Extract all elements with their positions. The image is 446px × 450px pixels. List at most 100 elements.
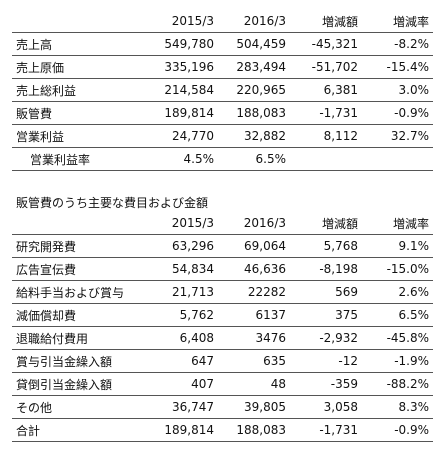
cell: -0.9% xyxy=(362,101,433,125)
cell: 214,584 xyxy=(146,78,218,102)
cell: -51,702 xyxy=(290,55,362,79)
table-header-row: 2015/3 2016/3 増減額 増減率 xyxy=(12,212,433,235)
cell: 9.1% xyxy=(362,234,434,258)
row-label: 退職給付費用 xyxy=(12,326,146,350)
cell: 188,083 xyxy=(218,418,290,442)
cell xyxy=(362,147,433,171)
row-label: 減価償却費 xyxy=(12,303,146,327)
header-cell: 2016/3 xyxy=(243,14,286,28)
cell: -1.9% xyxy=(362,349,434,373)
cell: 39,805 xyxy=(218,395,290,419)
cell: 220,965 xyxy=(218,78,290,102)
cell: 647 xyxy=(146,349,218,373)
cell: 54,834 xyxy=(146,257,218,281)
cell: 22282 xyxy=(218,280,290,304)
cell: 3,058 xyxy=(290,395,362,419)
cell: -12 xyxy=(290,349,362,373)
row-label: 広告宣伝費 xyxy=(12,257,146,281)
cell: 32,882 xyxy=(218,124,290,148)
row-label: 売上原価 xyxy=(12,55,146,79)
cell: 6,408 xyxy=(146,326,218,350)
cell: 36,747 xyxy=(146,395,218,419)
table-row: 貸倒引当金繰入額 407 48 -359 -88.2% xyxy=(12,372,434,396)
cell: 283,494 xyxy=(218,55,290,79)
header-cell xyxy=(12,212,146,235)
cell: -359 xyxy=(290,372,362,396)
header-cell: 増減率 xyxy=(393,216,430,231)
cell: 375 xyxy=(290,303,362,327)
cell: 189,814 xyxy=(146,418,218,442)
row-label: 営業利益 xyxy=(12,124,146,148)
cell: 8,112 xyxy=(290,124,362,148)
table-row: 販管費 189,814 188,083 -1,731 -0.9% xyxy=(12,101,433,125)
row-label: 研究開発費 xyxy=(12,234,146,258)
cell: -15.0% xyxy=(362,257,434,281)
cell: -2,932 xyxy=(290,326,362,350)
table-row: 賞与引当金繰入額 647 635 -12 -1.9% xyxy=(12,349,434,373)
cell: 21,713 xyxy=(146,280,218,304)
table-row: 退職給付費用 6,408 3476 -2,932 -45.8% xyxy=(12,326,434,350)
cell: -88.2% xyxy=(362,372,434,396)
cell: 8.3% xyxy=(362,395,434,419)
cell: 3476 xyxy=(218,326,290,350)
table-caption: 販管費のうち主要な費目および金額 xyxy=(16,195,209,210)
table-row: 広告宣伝費 54,834 46,636 -8,198 -15.0% xyxy=(12,257,434,281)
cell: 407 xyxy=(146,372,218,396)
cell: 5,768 xyxy=(290,234,362,258)
table-row: 営業利益率 4.5% 6.5% xyxy=(12,147,433,171)
cell: 63,296 xyxy=(146,234,218,258)
cell: 32.7% xyxy=(362,124,433,148)
table-row: 売上総利益 214,584 220,965 6,381 3.0% xyxy=(12,78,433,102)
cell: 188,083 xyxy=(218,101,290,125)
cell: -8,198 xyxy=(290,257,362,281)
table-row: 減価償却費 5,762 6137 375 6.5% xyxy=(12,303,434,327)
header-cell: 2015/3 xyxy=(171,216,214,230)
row-label: 貸倒引当金繰入額 xyxy=(12,372,146,396)
cell: 635 xyxy=(218,349,290,373)
table-row: 売上高 549,780 504,459 -45,321 -8.2% xyxy=(12,32,433,56)
row-label: 給料手当および賞与 xyxy=(12,280,146,304)
cell: 549,780 xyxy=(146,32,218,56)
row-label: 売上高 xyxy=(12,32,146,56)
row-label: その他 xyxy=(12,395,146,419)
table-row: 営業利益 24,770 32,882 8,112 32.7% xyxy=(12,124,433,148)
table-row: 給料手当および賞与 21,713 22282 569 2.6% xyxy=(12,280,434,304)
table-row-total: 合計 189,814 188,083 -1,731 -0.9% xyxy=(12,418,434,442)
cell: 69,064 xyxy=(218,234,290,258)
cell: -8.2% xyxy=(362,32,433,56)
cell: 4.5% xyxy=(146,147,218,171)
cell: 189,814 xyxy=(146,101,218,125)
table-row: 研究開発費 63,296 69,064 5,768 9.1% xyxy=(12,234,434,258)
cell: 24,770 xyxy=(146,124,218,148)
cell: 6,381 xyxy=(290,78,362,102)
cell: 569 xyxy=(290,280,362,304)
row-label: 売上総利益 xyxy=(12,78,146,102)
cell: 46,636 xyxy=(218,257,290,281)
cell: -1,731 xyxy=(290,101,362,125)
income-summary-table: 2015/3 2016/3 増減額 増減率 売上高 549,780 504,45… xyxy=(12,10,433,171)
cell: 504,459 xyxy=(218,32,290,56)
cell: -45.8% xyxy=(362,326,434,350)
cell: 335,196 xyxy=(146,55,218,79)
row-label: 賞与引当金繰入額 xyxy=(12,349,146,373)
table-header-row: 2015/3 2016/3 増減額 増減率 xyxy=(12,10,433,33)
sga-breakdown-table: 販管費のうち主要な費目および金額 2015/3 2016/3 増減額 増減率 研… xyxy=(12,192,434,442)
header-cell xyxy=(12,10,146,33)
cell: 6137 xyxy=(218,303,290,327)
row-label: 合計 xyxy=(12,418,146,442)
cell: 48 xyxy=(218,372,290,396)
row-label: 販管費 xyxy=(12,101,146,125)
header-cell: 増減率 xyxy=(392,14,429,29)
row-label: 営業利益率 xyxy=(12,147,146,171)
table-row: その他 36,747 39,805 3,058 8.3% xyxy=(12,395,434,419)
cell: 3.0% xyxy=(362,78,433,102)
cell: 6.5% xyxy=(218,147,290,171)
cell: -45,321 xyxy=(290,32,362,56)
table-caption-row: 販管費のうち主要な費目および金額 xyxy=(12,192,433,212)
header-cell: 増減額 xyxy=(321,216,358,231)
header-cell: 2016/3 xyxy=(243,216,286,230)
cell: -1,731 xyxy=(290,418,362,442)
header-cell: 増減額 xyxy=(321,14,358,29)
cell: -15.4% xyxy=(362,55,433,79)
cell xyxy=(290,147,362,171)
